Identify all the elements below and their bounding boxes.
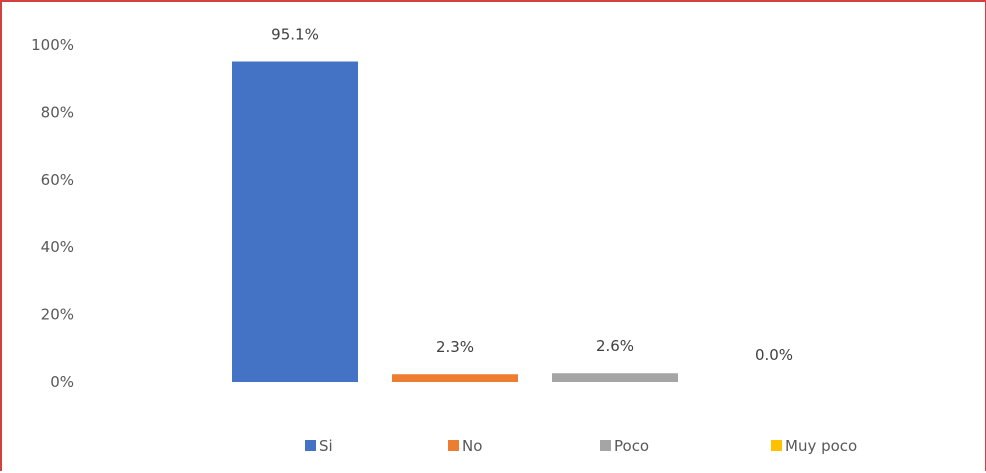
legend-label: Si	[319, 437, 333, 455]
data-labels: 95.1% 2.3% 2.6% 0.0%	[271, 26, 793, 364]
y-tick-label: 60%	[41, 171, 74, 189]
legend-swatch	[771, 440, 782, 451]
data-label: 2.6%	[596, 337, 634, 355]
legend-label: Poco	[614, 437, 649, 455]
legend-label: Muy poco	[785, 437, 857, 455]
legend-swatch	[600, 440, 611, 451]
bar-si	[232, 61, 358, 382]
y-tick-label: 100%	[31, 36, 74, 54]
legend-swatch	[448, 440, 459, 451]
legend-label: No	[462, 437, 482, 455]
bar-poco	[552, 373, 678, 382]
legend-swatch	[305, 440, 316, 451]
y-tick-label: 0%	[50, 373, 74, 391]
data-label: 95.1%	[271, 26, 319, 44]
data-label: 0.0%	[755, 346, 793, 364]
bars	[232, 61, 678, 382]
y-tick-label: 80%	[41, 103, 74, 121]
legend: Si No Poco Muy poco	[305, 437, 857, 455]
y-tick-label: 40%	[41, 238, 74, 256]
data-label: 2.3%	[436, 338, 474, 356]
bar-no	[392, 374, 518, 382]
y-axis-ticks: 0% 20% 40% 60% 80% 100%	[31, 36, 74, 391]
y-tick-label: 20%	[41, 306, 74, 324]
